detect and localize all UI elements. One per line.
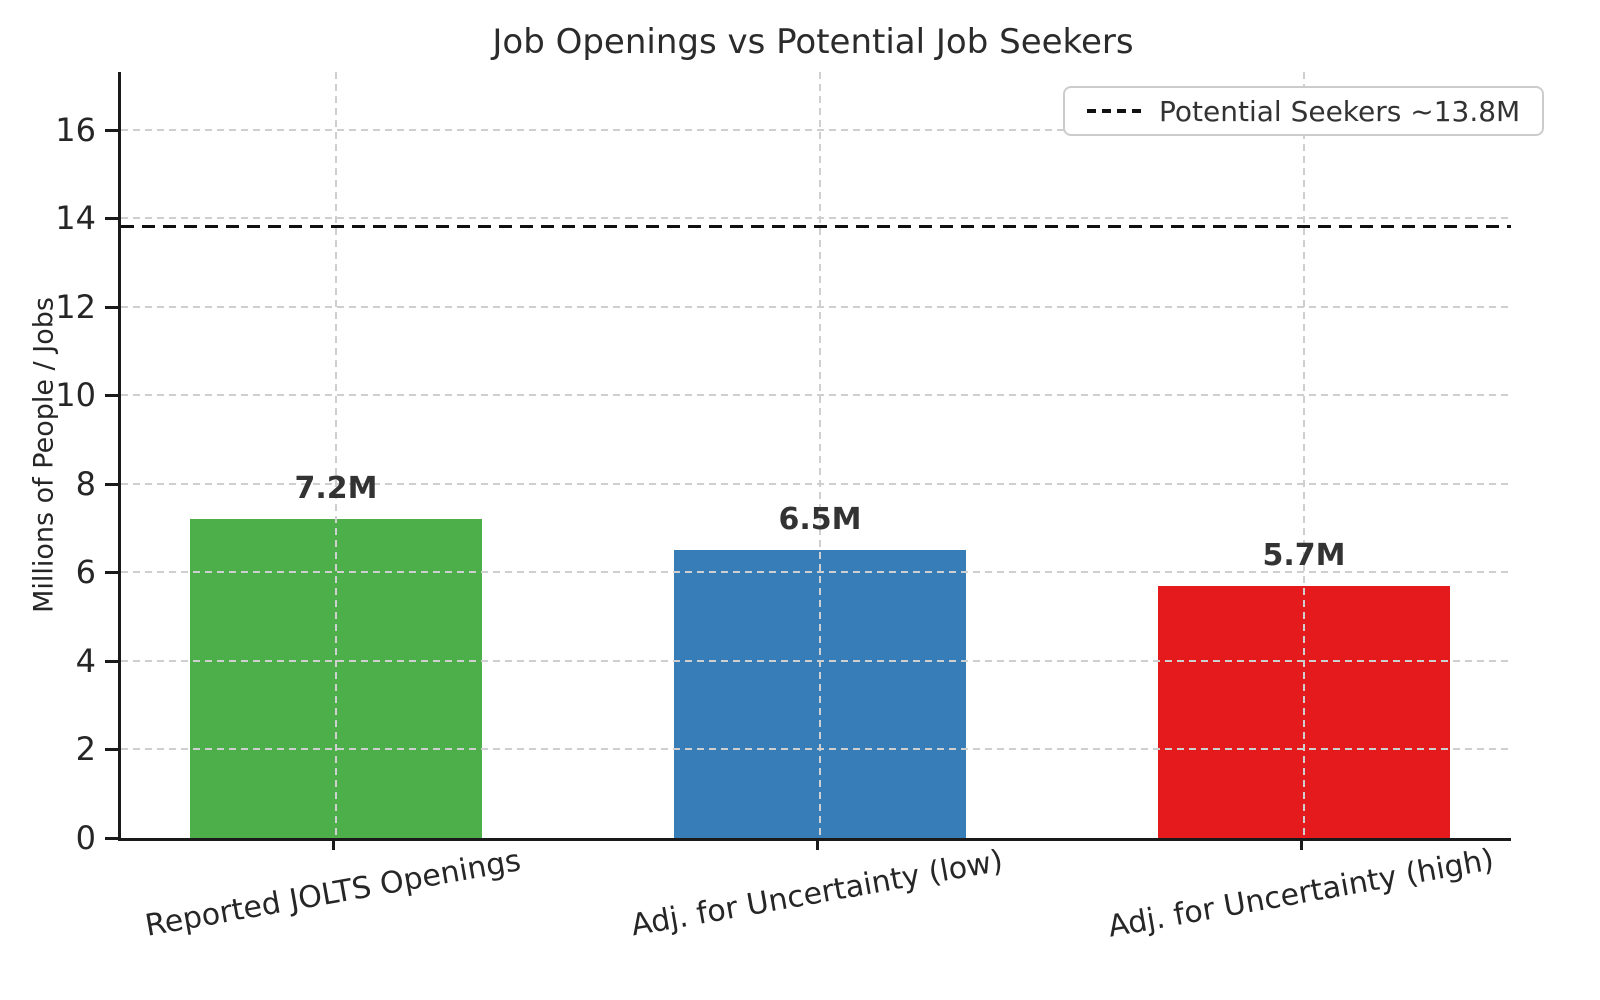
h-gridline — [121, 305, 1511, 308]
y-tick-label: 6 — [75, 553, 96, 592]
v-gridline — [335, 72, 337, 838]
h-gridline — [121, 217, 1511, 220]
h-gridline — [121, 128, 1511, 131]
legend-label: Potential Seekers ~13.8M — [1159, 94, 1521, 128]
plot-area: 7.2M 6.5M 5.7M — [118, 72, 1511, 841]
v-gridline — [1303, 72, 1305, 838]
y-tick-label: 0 — [75, 819, 96, 857]
y-tick-mark — [105, 217, 121, 221]
y-tick-mark — [105, 837, 121, 840]
y-tick-mark — [105, 748, 121, 752]
y-tick-label: 10 — [55, 376, 96, 415]
dashed-line-icon — [1087, 109, 1141, 113]
x-tick-mark — [1300, 828, 1303, 850]
h-gridline — [121, 659, 1511, 662]
chart-title: Job Openings vs Potential Job Seekers — [492, 22, 1134, 62]
bar-value-label: 6.5M — [778, 502, 862, 538]
y-tick-label: 2 — [75, 730, 96, 769]
v-gridline — [819, 72, 821, 838]
x-tick-mark — [816, 828, 819, 850]
reference-line — [121, 224, 1511, 229]
h-gridline — [121, 394, 1511, 397]
y-tick-label: 4 — [75, 641, 96, 680]
y-tick-mark — [105, 128, 121, 132]
h-gridline — [121, 482, 1511, 485]
h-gridline — [121, 571, 1511, 574]
x-tick-mark — [332, 828, 335, 850]
bar-value-label: 7.2M — [294, 471, 378, 507]
y-tick-label: 12 — [55, 287, 96, 326]
bar-value-label: 5.7M — [1262, 537, 1346, 573]
y-tick-mark — [105, 305, 121, 309]
y-tick-label: 8 — [75, 464, 96, 503]
y-tick-mark — [105, 394, 121, 398]
y-tick-mark — [105, 482, 121, 486]
h-gridline — [121, 748, 1511, 751]
legend: Potential Seekers ~13.8M — [1063, 86, 1545, 136]
y-tick-mark — [105, 659, 121, 663]
y-tick-mark — [105, 571, 121, 575]
y-tick-label: 16 — [55, 110, 96, 149]
y-tick-label: 14 — [55, 199, 96, 238]
